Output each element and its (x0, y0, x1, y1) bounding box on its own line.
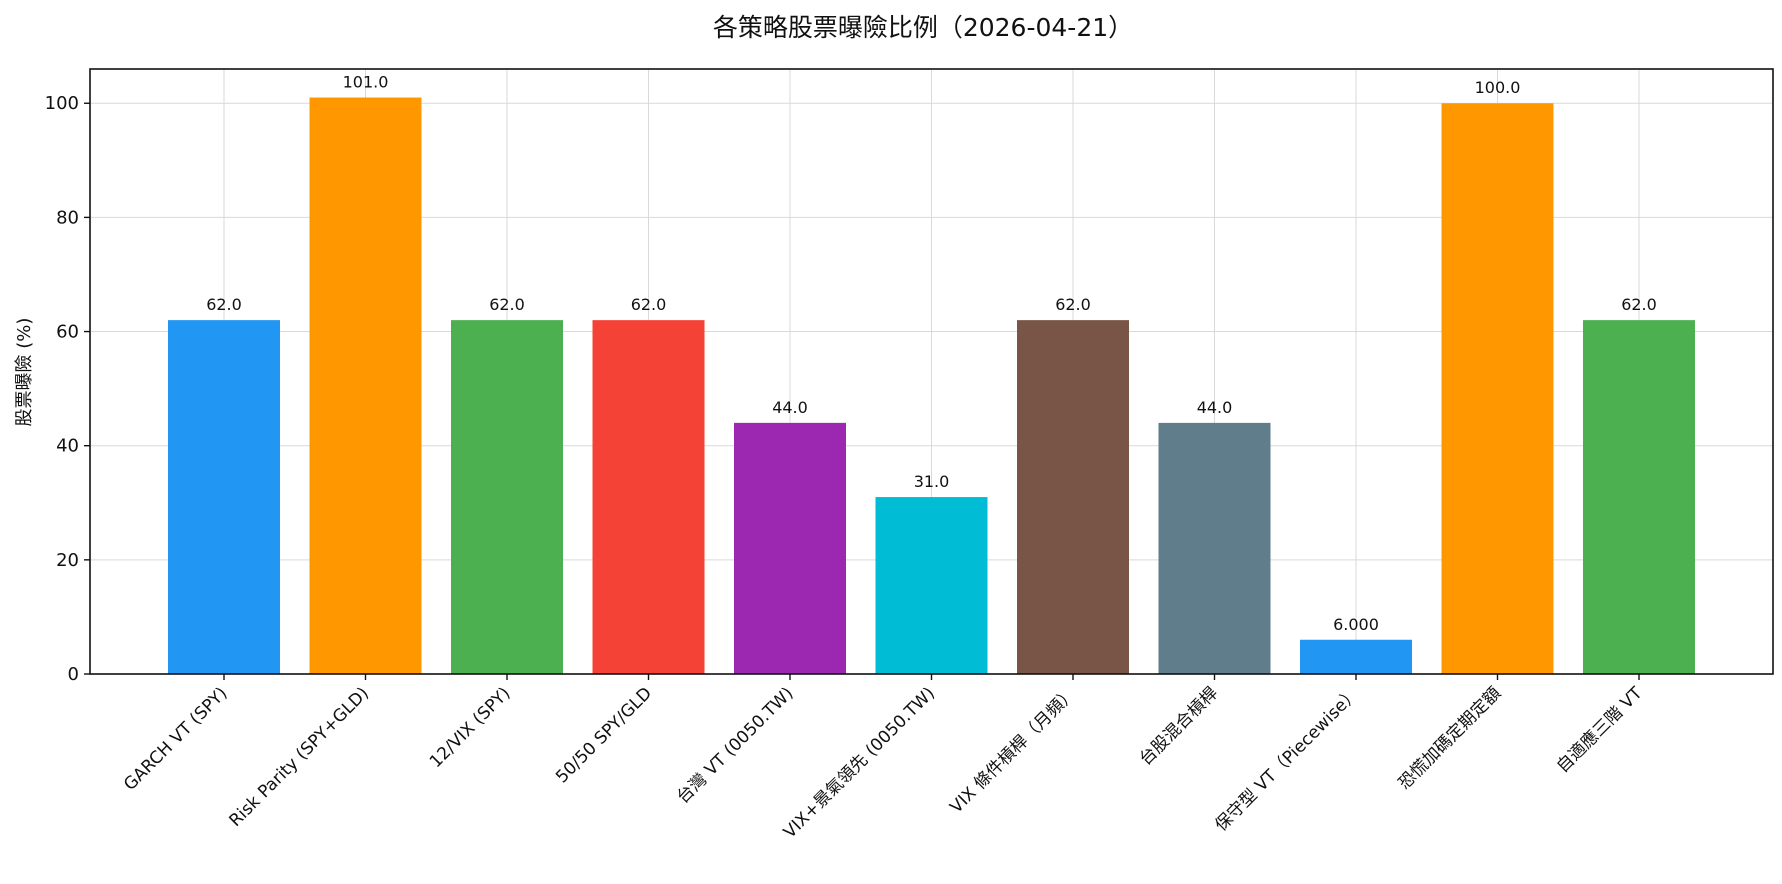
x-tick-label: 50/50 SPY/GLD (552, 683, 656, 787)
y-tick-label: 20 (56, 550, 79, 571)
x-tick-label: Risk Parity (SPY+GLD) (225, 683, 373, 831)
bar (309, 97, 422, 675)
bar (734, 422, 846, 674)
bar-value-label: 31.0 (914, 472, 950, 491)
bar-value-label: 6.000 (1333, 615, 1379, 634)
x-tick-label: VIX+景氣領先 (0050.TW) (780, 683, 939, 842)
y-tick-label: 60 (56, 322, 79, 343)
bar (1300, 639, 1412, 674)
y-axis: 0 20 40 60 80 100 (45, 93, 90, 685)
bar-value-label: 44.0 (1197, 398, 1233, 417)
bar (451, 320, 563, 674)
bar-value-label: 62.0 (206, 295, 242, 314)
bar (875, 497, 988, 674)
bar (168, 320, 280, 674)
x-axis: GARCH VT (SPY)Risk Parity (SPY+GLD) 12/VI… (120, 674, 1647, 843)
bar (1017, 320, 1129, 674)
bars (168, 97, 1695, 675)
bar-value-label: 62.0 (1621, 295, 1657, 314)
bar-value-label: 62.0 (489, 295, 525, 314)
x-tick-label: 恐慌加碼定期定額 (1395, 683, 1505, 793)
y-tick-label: 40 (56, 436, 79, 457)
value-labels: 62.0 101.0 62.0 62.0 44.0 31.0 62.0 44.0 6.000 10… (206, 73, 1657, 634)
y-tick-label: 80 (56, 207, 79, 228)
x-tick-label: VIX 條件槓桿（月頻） (946, 683, 1080, 817)
bar-value-label: 100.0 (1475, 78, 1521, 97)
x-tick-label: 台股混合槓桿 (1136, 683, 1222, 769)
bar (592, 320, 705, 674)
x-tick-label: 自適應三階 VT (1552, 682, 1647, 777)
bar (1583, 320, 1695, 674)
bar-value-label: 62.0 (631, 295, 667, 314)
x-tick-label: 12/VIX (SPY) (426, 683, 515, 772)
chart-title: 各策略股票曝險比例（2026-04-21） (713, 13, 1133, 42)
x-tick-label: 保守型 VT（Piecewise） (1211, 683, 1363, 835)
bar (1441, 103, 1554, 674)
bar-value-label: 62.0 (1055, 295, 1091, 314)
y-tick-label: 100 (45, 93, 79, 114)
bar-value-label: 44.0 (772, 398, 808, 417)
x-tick-label: 台灣 VT (0050.TW) (673, 683, 797, 807)
bar-value-label: 101.0 (343, 73, 389, 92)
y-axis-label: 股票曝險 (%) (14, 318, 35, 427)
bar (1158, 422, 1271, 674)
y-tick-label: 0 (68, 664, 79, 685)
x-tick-label: GARCH VT (SPY) (120, 683, 231, 794)
